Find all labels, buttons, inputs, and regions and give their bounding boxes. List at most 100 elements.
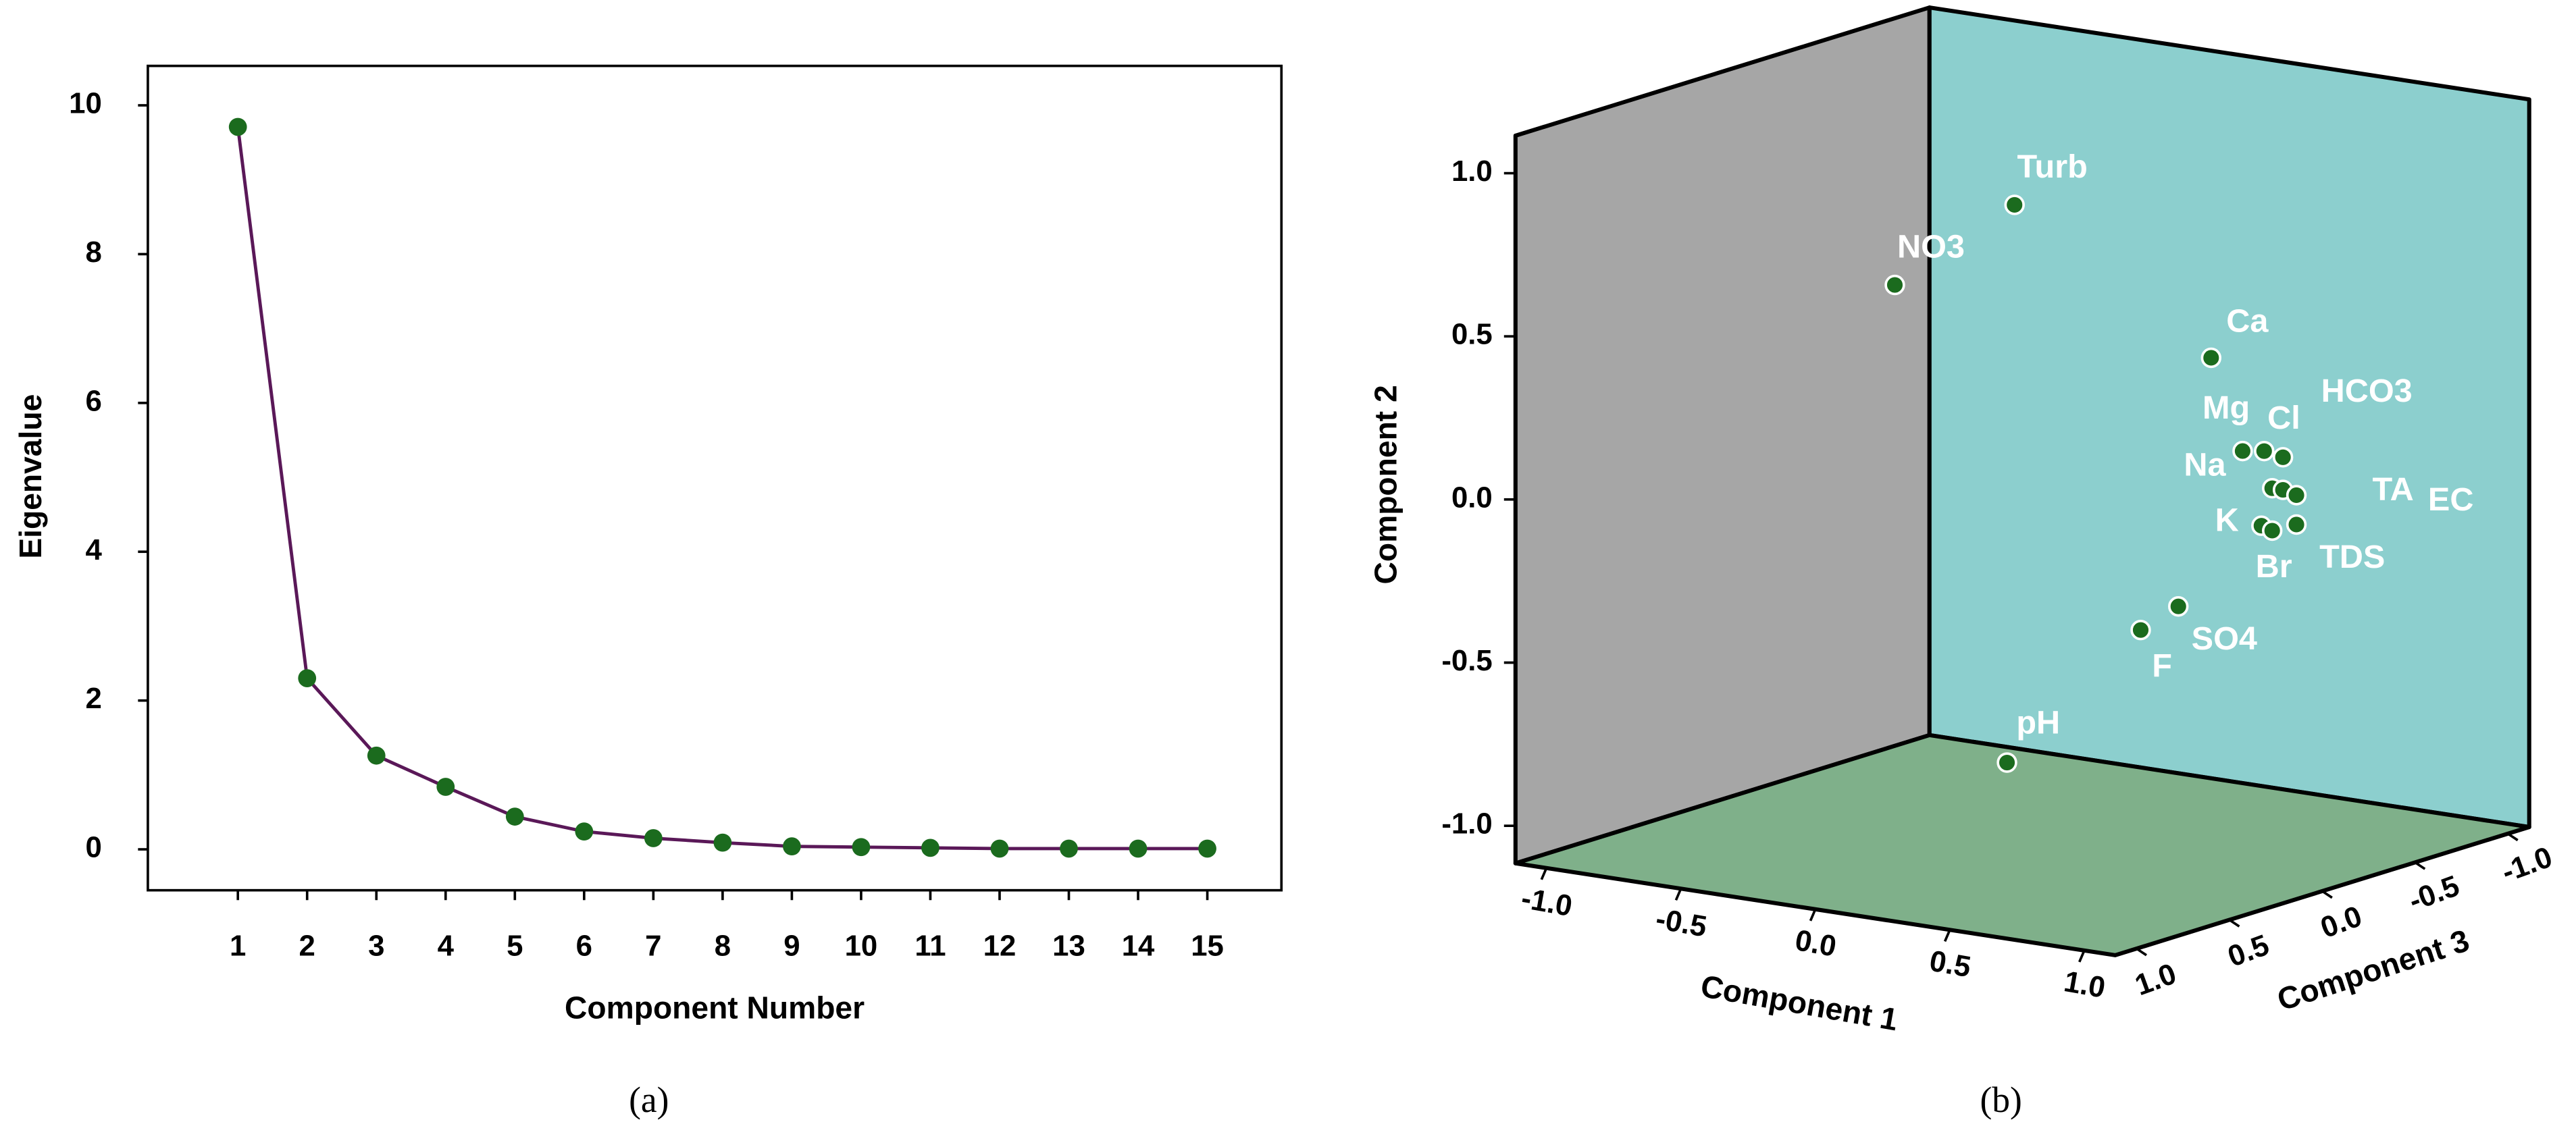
point-label: pH — [2016, 704, 2060, 741]
floor — [1513, 733, 2531, 957]
loading-point — [1997, 752, 2017, 773]
loading-point — [2286, 514, 2307, 535]
z-tick — [2136, 947, 2148, 957]
z-tick — [2414, 861, 2426, 870]
x-tick-label: -0.5 — [1653, 902, 1709, 943]
point — [1129, 839, 1148, 858]
x-tick — [1943, 929, 1951, 942]
point-label: Na — [2184, 446, 2226, 483]
x-tick-label: 10 — [845, 929, 878, 962]
loading-point — [2004, 194, 2025, 215]
point — [228, 117, 247, 136]
point-label: Br — [2256, 548, 2292, 585]
y-tick-label: 0.0 — [1451, 481, 1493, 514]
x-tick-label: 0.0 — [1793, 924, 1838, 963]
x-tick-label: -1.0 — [1519, 882, 1575, 923]
caption: (b) — [1980, 1080, 2021, 1120]
x-tick — [1674, 888, 1682, 901]
point-label: F — [2152, 647, 2172, 684]
point — [505, 807, 524, 826]
loading-point — [2168, 596, 2189, 617]
x-tick-label: 1.0 — [2061, 965, 2107, 1005]
x-tick-label: 5 — [507, 929, 523, 962]
z-tick — [2228, 919, 2240, 928]
z-tick-label: -0.5 — [2404, 869, 2464, 917]
z-tick — [2507, 832, 2519, 842]
x-tick-label: 8 — [715, 929, 731, 962]
point — [852, 838, 871, 857]
z-tick-label: 1.0 — [2131, 957, 2181, 1003]
y-tick-label: 0 — [85, 831, 101, 864]
point — [783, 837, 801, 856]
point-label: TA — [2372, 471, 2413, 508]
x-tick-label: 4 — [438, 929, 455, 962]
point-label: Cl — [2267, 400, 2300, 436]
x-tick-label: 3 — [368, 929, 384, 962]
y-tick-label: -0.5 — [1441, 644, 1492, 677]
loading-point — [2262, 520, 2283, 541]
x-tick — [1809, 909, 1817, 922]
y-axis-title: Eigenvalue — [13, 394, 48, 559]
point-label: TDS — [2319, 539, 2385, 575]
point — [298, 669, 317, 687]
loading-point — [2286, 485, 2307, 506]
x-tick-label: 0.5 — [1927, 944, 1973, 984]
loading-point — [2232, 440, 2253, 462]
loading-point — [1884, 274, 1905, 296]
y-tick-label: 10 — [69, 87, 102, 120]
y-tick-label: 1.0 — [1451, 155, 1493, 188]
x-tick-label: 7 — [645, 929, 661, 962]
x-axis-title: Component Number — [565, 990, 865, 1025]
point — [921, 838, 939, 857]
point — [1198, 839, 1216, 858]
x-tick-label: 1 — [230, 929, 246, 962]
y-tick-label: -1.0 — [1441, 807, 1492, 841]
x-tick-label: 2 — [299, 929, 315, 962]
point — [367, 746, 386, 765]
plot-frame — [147, 64, 1283, 892]
eigen-line — [236, 126, 1208, 851]
point-label: Turb — [2017, 149, 2087, 185]
y-tick-label: 2 — [85, 682, 101, 715]
x-tick-label: 9 — [783, 929, 800, 962]
loading-point — [2272, 447, 2294, 468]
loading-point — [2200, 347, 2221, 369]
y-tick-label: 8 — [85, 236, 101, 269]
x-tick-label: 12 — [983, 929, 1016, 962]
point-label: NO3 — [1897, 228, 1965, 265]
z-tick — [2321, 890, 2333, 899]
loading-point — [2130, 619, 2151, 641]
x-tick-label: 14 — [1122, 929, 1155, 962]
point-label: SO4 — [2192, 620, 2257, 657]
point-label: Mg — [2203, 390, 2250, 426]
z-tick-label: -1.0 — [2497, 841, 2556, 889]
x-tick — [2078, 950, 2086, 963]
point — [436, 778, 455, 796]
z-tick-label: 0.0 — [2316, 899, 2366, 944]
caption: (a) — [629, 1080, 669, 1120]
point — [990, 839, 1009, 858]
x-tick-label: 13 — [1052, 929, 1085, 962]
y-axis-title: Component 2 — [1368, 385, 1403, 584]
y-tick-label: 4 — [85, 533, 102, 566]
x-tick — [1540, 868, 1548, 880]
z-axis-title: Component 3 — [2273, 922, 2473, 1017]
x-tick-label: 15 — [1191, 929, 1224, 962]
x-axis-title: Component 1 — [1698, 968, 1901, 1037]
y-tick-label: 0.5 — [1451, 318, 1493, 351]
x-tick-label: 11 — [915, 929, 946, 962]
z-tick-label: 0.5 — [2223, 928, 2273, 974]
point — [1060, 839, 1078, 858]
y-tick-label: 6 — [85, 384, 101, 417]
point — [713, 833, 732, 852]
loading-point — [2254, 440, 2275, 462]
point-label: K — [2215, 502, 2239, 539]
point-label: Ca — [2226, 303, 2269, 340]
point-label: EC — [2428, 481, 2474, 518]
x-tick-label: 6 — [576, 929, 592, 962]
point — [575, 822, 594, 841]
left-wall — [1513, 5, 1932, 866]
point-label: HCO3 — [2321, 373, 2413, 409]
